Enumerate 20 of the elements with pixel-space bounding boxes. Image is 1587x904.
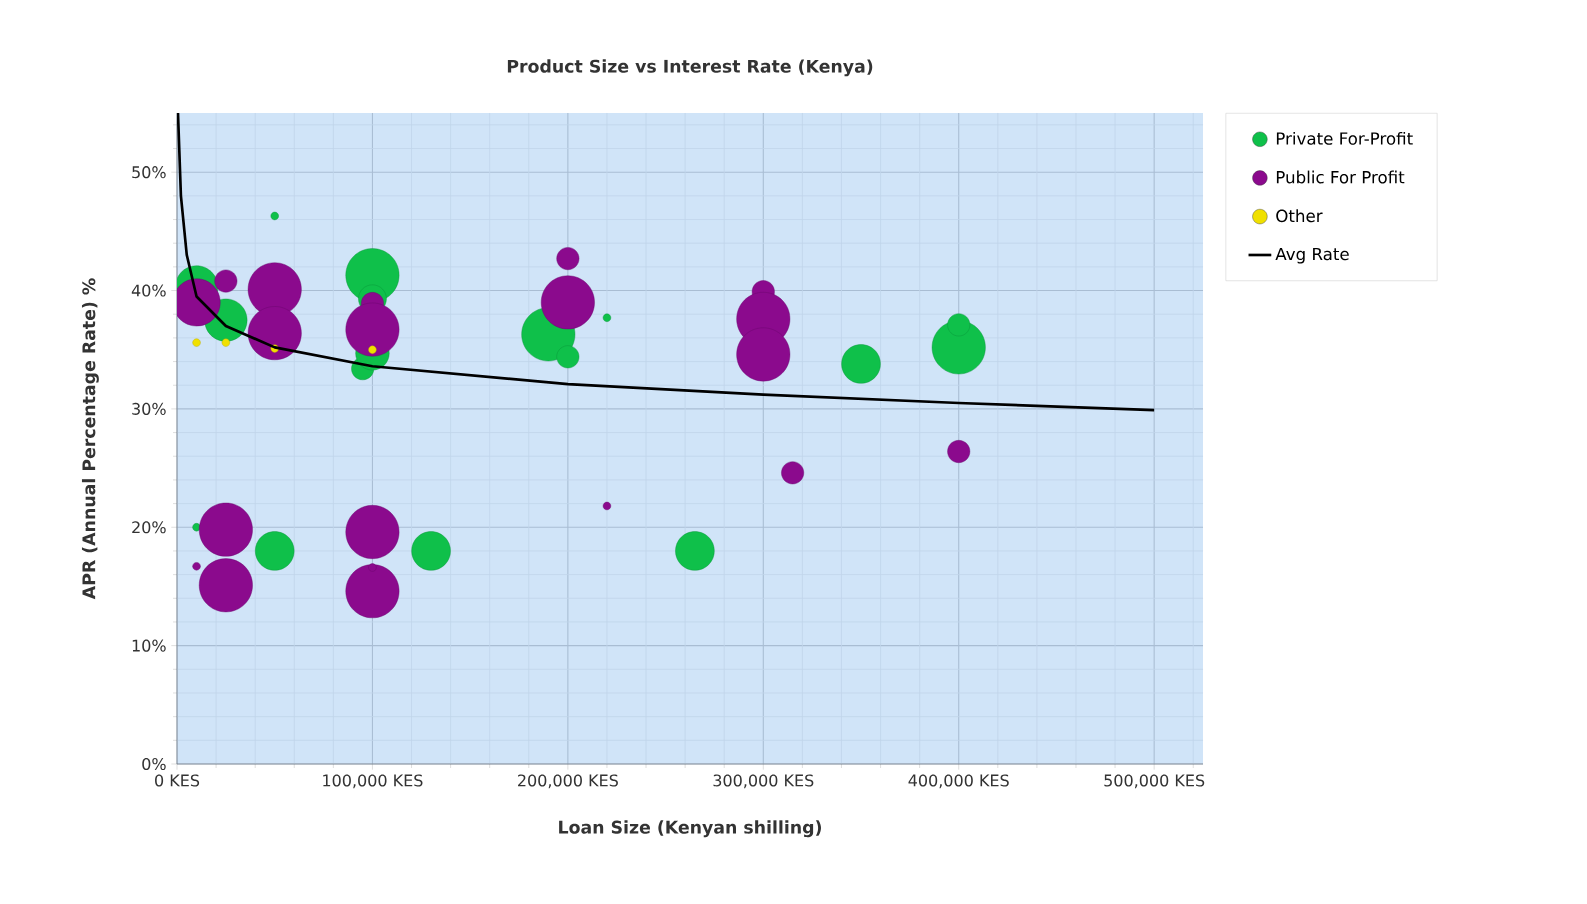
y-tick-label: 50%	[132, 166, 166, 179]
x-tick-label: 300,000 KES	[713, 774, 814, 789]
legend-label: Public For Profit	[1276, 170, 1405, 184]
x-tick-label: 0 KES	[155, 774, 200, 787]
x-tick-label: 500,000 KES	[1104, 774, 1205, 789]
x-tick-label: 400,000 KES	[908, 774, 1009, 789]
legend-label: Avg Rate	[1275, 247, 1349, 264]
y-tick-label: 20%	[132, 521, 166, 534]
y-axis-title: APR (Annual Percentage Rate) %	[81, 278, 99, 600]
y-tick-label: 10%	[132, 639, 166, 652]
legend-label: Private For-Profit	[1276, 131, 1413, 145]
chart-title: Product Size vs Interest Rate (Kenya)	[507, 59, 873, 77]
line-series	[177, 112, 1156, 412]
y-tick-label: 40%	[131, 284, 166, 297]
x-axis-title: Loan Size (Kenyan shilling)	[559, 820, 821, 838]
x-tick-label: 100,000 KES	[323, 774, 423, 789]
x-tick-label: 200,000 KES	[518, 774, 618, 789]
y-tick-label: 30%	[132, 402, 166, 415]
y-tick-label: 0%	[142, 757, 166, 771]
legend-label: Other	[1276, 209, 1323, 223]
